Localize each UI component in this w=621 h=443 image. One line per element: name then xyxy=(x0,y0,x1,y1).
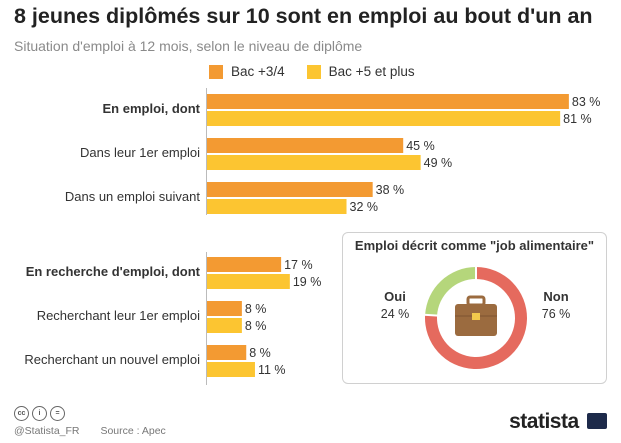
bar-bac5 xyxy=(207,318,242,333)
category-label: Recherchant leur 1er emploi xyxy=(37,308,200,323)
legend-label-bac5: Bac +5 et plus xyxy=(328,64,415,79)
data-label: 8 % xyxy=(245,319,267,333)
data-label: 8 % xyxy=(245,302,267,316)
footer: cc i = @Statista_FR Source : Apec xyxy=(14,406,614,437)
data-label: 19 % xyxy=(293,275,322,289)
data-label: 81 % xyxy=(563,112,592,126)
statista-logo: statista xyxy=(509,410,607,434)
data-label: 38 % xyxy=(376,183,405,197)
legend-item-bac34: Bac +3/4 xyxy=(209,64,285,79)
equals-icon: = xyxy=(50,406,65,421)
brand-text: statista xyxy=(509,410,579,433)
data-label: 32 % xyxy=(350,200,379,214)
category-label: Dans leur 1er emploi xyxy=(80,145,200,160)
legend-swatch-bac5 xyxy=(306,64,321,79)
donut-panel xyxy=(342,232,607,384)
bar-bac5 xyxy=(207,111,561,126)
statista-wave-icon xyxy=(587,413,607,429)
category-label: En recherche d'emploi, dont xyxy=(26,264,201,279)
category-label: Recherchant un nouvel emploi xyxy=(24,352,200,367)
category-label: En emploi, dont xyxy=(103,101,201,116)
bar-bac5 xyxy=(207,274,290,289)
bar-bac34 xyxy=(207,94,569,109)
data-label: 45 % xyxy=(406,139,435,153)
legend-swatch-bac34 xyxy=(209,64,223,79)
legend-label-bac34: Bac +3/4 xyxy=(231,64,285,79)
data-label: 8 % xyxy=(249,346,271,360)
donut-title: Emploi décrit comme "job alimentaire" xyxy=(354,238,595,253)
data-label: 17 % xyxy=(284,258,313,272)
bar-bac34 xyxy=(207,138,404,153)
social-handle[interactable]: @Statista_FR xyxy=(14,425,80,437)
chart-title: 8 jeunes diplômés sur 10 sont en emploi … xyxy=(14,4,593,28)
data-label: 11 % xyxy=(258,363,286,377)
data-label: 49 % xyxy=(424,156,453,170)
bar-bac5 xyxy=(207,362,255,377)
cc-icon: cc xyxy=(14,406,29,421)
bar-bac34 xyxy=(207,182,373,197)
person-icon: i xyxy=(32,406,47,421)
bar-bac34 xyxy=(207,345,247,360)
legend-item-bac5: Bac +5 et plus xyxy=(306,64,415,79)
data-label: 83 % xyxy=(572,95,601,109)
bar-bac5 xyxy=(207,199,347,214)
legend: Bac +3/4 Bac +5 et plus xyxy=(209,64,437,79)
bar-bac34 xyxy=(207,301,242,316)
source-text: Source : Apec xyxy=(100,425,166,437)
category-label: Dans un emploi suivant xyxy=(65,189,201,204)
bar-bac5 xyxy=(207,155,421,170)
bar-bac34 xyxy=(207,257,282,272)
bar-chart: En emploi, dont 83 % 81 % Dans leur 1er emp… xyxy=(24,88,601,385)
chart-subtitle: Situation d'emploi à 12 mois, selon le n… xyxy=(14,38,363,54)
